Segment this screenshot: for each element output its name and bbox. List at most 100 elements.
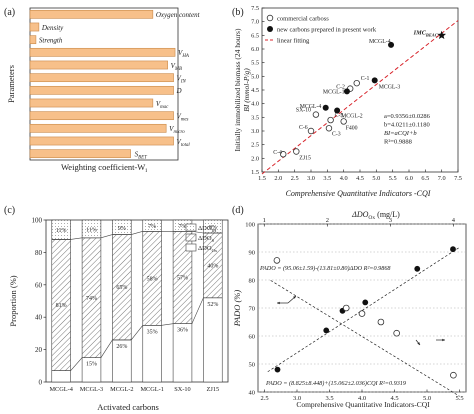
panel-c-legend-item-0-sub: IH (212, 228, 218, 233)
panel-a-category-6-main: D (176, 87, 182, 95)
panel-c-category-4: SX-10 (174, 386, 190, 393)
panel-a-category-4-sub: MB (174, 67, 182, 72)
panel-b-commercial-label-3: SX-10 (296, 108, 311, 114)
panel-b-axes: 1.5 2.0 2.5 3.0 3.5 4.0 4.5 5.0 5.5 6.0 6.5 7.0 7.5 1… (251, 5, 462, 182)
panel-c-legend-item-0: ΔDOIH (198, 225, 217, 233)
panel-b-x-tick-label-4: 3.5 (323, 175, 331, 182)
panel-c-bar-5-0 (203, 297, 223, 383)
panel-b-x-tick-label-11: 7.0 (438, 175, 446, 182)
panel-c: (c) 0 20 40 60 80 100 MCGL-4 MCGL-3 MCGL-2 MCGL-1… (4, 205, 229, 412)
panel-a-category-9-main: V (169, 125, 174, 133)
panel-c-legend-swatch-0 (185, 223, 197, 232)
panel-d-x-tick-label-5: 5.0 (423, 395, 431, 402)
panel-a-category-2-main: Strength (39, 37, 63, 45)
panel-d-top-tick-label-0: 1 (263, 217, 266, 224)
panel-a-label: (a) (4, 7, 15, 18)
panel-b-y-tick-label-12: 7.5 (251, 5, 259, 12)
panel-b-star-label: IMCBEAC (413, 29, 438, 37)
panel-b-label: (b) (232, 7, 244, 18)
panel-d-y-tick-label-5: 90 (249, 249, 256, 256)
panel-b-new-carbon-point-0 (322, 104, 329, 111)
panel-c-bar-label-5-1: 40% (207, 263, 218, 269)
panel-b-commercial-label-7: C-2 (336, 85, 345, 91)
panel-b-x-tick-label-8: 5.5 (389, 175, 397, 182)
panel-c-axes: 0 20 40 60 80 100 MCGL-4 MCGL-3 MCGL-2 MCGL-1 SX-1… (32, 217, 229, 393)
panel-b-commercial-point-3 (312, 111, 320, 118)
panel-d-axes: 40 50 60 70 80 90 100 2.5 3.0 3.5 4.0 4.5 5.0 5.5 1 2 3 4 (245, 217, 467, 402)
panel-c-legend-item-1: ΔDOS (198, 235, 215, 243)
panel-d-y-tick-label-2: 60 (249, 333, 256, 340)
panel-b-legend-fit: linear fitting (277, 38, 310, 45)
panel-c-y-tick-label-1: 20 (35, 346, 43, 354)
panel-b-y-tick-label-7: 5.0 (251, 73, 259, 80)
panel-b-y-tick-label-10: 6.5 (251, 32, 259, 39)
panel-d-open-point-0 (273, 257, 281, 264)
panel-d-top-tick-label-1: 2 (326, 217, 329, 224)
panel-a-category-3: VHA (178, 49, 189, 59)
panel-b-commercial-point-0 (280, 151, 287, 158)
panel-c-legend-item-0-main: ΔDO (198, 225, 212, 232)
panel-c-category-5: ZJ15 (207, 386, 220, 393)
panel-d-y-tick-label-0: 40 (249, 389, 256, 396)
panel-d-equation-top: PADO = (95.06±1.59)-(13.81±0.80)ΔDO R²=0… (259, 265, 391, 272)
panel-c-stacked-bars: 7%81%11%15%74%11%26%65%9%35%58%7%36%57%7… (51, 219, 223, 383)
panel-a-category-3-sub: HA (181, 54, 189, 59)
panel-b-x-tick-label-2: 2.5 (291, 175, 299, 182)
panel-b-y-axis-label-line1: Initially immobilized biomass (24 hours) (233, 28, 242, 151)
panel-d-filled-point-4 (414, 265, 421, 272)
panel-d-filled-point-0 (274, 366, 281, 373)
panel-b-commercial-label-4: C-5 (335, 113, 344, 119)
panel-a-bar-8 (29, 111, 174, 121)
panel-d: (d) 40 50 60 70 80 90 100 2.5 3.0 3.5 4.0 4.5 5.0 5.5… (232, 205, 467, 409)
panel-a-category-11: SBET (135, 151, 148, 161)
panel-b-new-carbon-label-4: MCGL-4 (369, 39, 391, 45)
panel-b-commercial-label-5: C-3 (332, 131, 341, 137)
panel-a-category-5-sub: IN (180, 80, 187, 85)
panel-c-legend-item-1-sub: S (212, 238, 215, 243)
panel-a-category-10: Vtotal (177, 138, 191, 148)
panel-c-bar-label-0-1: 81% (56, 303, 67, 309)
panel-b-commercial-point-5 (325, 125, 333, 132)
panel-b-new-carbon-point-4 (388, 41, 395, 48)
panel-a-bar-3 (29, 47, 176, 57)
panel-a-bars (29, 7, 179, 161)
panel-c-bar-label-4-2: 7% (179, 224, 187, 230)
panel-d-y-axis-label: PADO (%) (232, 290, 242, 328)
panel-b-y-tick-label-5: 4.0 (251, 101, 259, 108)
panel-b-y-tick-label-9: 6.0 (251, 46, 259, 53)
panel-a-category-0: Oxygen content (156, 11, 201, 19)
panel-a-category-labels: Oxygen contentDensityStrengthVHAVMBVINDV… (39, 11, 201, 160)
panel-c-y-tick-label-2: 40 (35, 314, 43, 322)
panel-c-legend-swatch-1 (185, 233, 197, 242)
panel-b-legend: commercial carboss new carbons prepared i… (265, 14, 377, 45)
panel-a-category-10-main: V (177, 138, 182, 146)
panel-c-bar-label-5-2: 8% (209, 225, 217, 231)
panel-d-equation-bottom: PADO = (8.825±8.448)+(15.062±2.036)CQI R… (265, 380, 406, 387)
panel-b-x-tick-label-1: 2.0 (274, 175, 282, 182)
panel-b-commercial-label-0: C-4 (273, 150, 282, 156)
panel-b-x-tick-label-7: 5.0 (372, 175, 380, 182)
panel-d-x-tick-label-3: 4.0 (358, 395, 366, 402)
panel-b-legend-commercial-marker (266, 14, 274, 22)
panel-c-bar-label-1-2: 11% (86, 227, 97, 233)
panel-d-label: (d) (232, 205, 244, 216)
panel-a-category-2: Strength (39, 37, 63, 45)
panel-d-open-point-1 (342, 304, 350, 312)
panel-c-bar-label-3-0: 35% (147, 329, 158, 335)
panel-b-new-carbon-label-3: MCGL-3 (379, 84, 401, 90)
panel-d-x-axis-label: Comprehensive Quantitative Indicators-CQ… (296, 400, 430, 409)
panel-a-bar-5 (29, 73, 174, 83)
panel-b-star-point (437, 30, 447, 40)
panel-d-top-x-axis-label-main: ΔDO (351, 210, 368, 219)
panel-b-new-carbon-point-3 (371, 77, 378, 84)
panel-a-x-axis-label: Weighting coefficient-Wi (61, 162, 147, 174)
panel-d-y-tick-label-1: 50 (249, 361, 256, 368)
panel-a-category-7: Vmac (156, 100, 169, 110)
panel-d-x-tick-label-0: 2.5 (260, 395, 268, 402)
panel-a-category-8-sub: mes (181, 118, 189, 123)
panel-b-commercial-label-6: F400 (346, 125, 358, 131)
panel-a-bar-6 (29, 85, 174, 95)
panel-c-bar-label-1-0: 15% (86, 362, 97, 368)
panel-a-category-10-sub: total (181, 143, 191, 148)
